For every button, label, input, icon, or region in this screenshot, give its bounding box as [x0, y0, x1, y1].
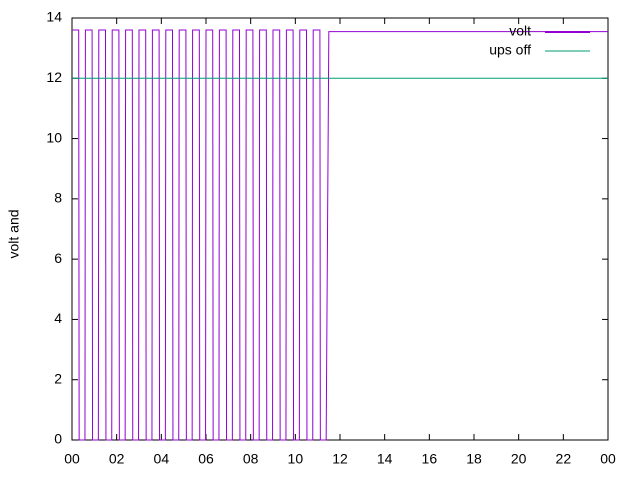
- x-tick-label: 00: [600, 451, 616, 467]
- x-tick-label: 08: [243, 451, 259, 467]
- y-axis-label: volt and: [6, 209, 22, 258]
- x-tick-label: 02: [109, 451, 125, 467]
- x-tick-label: 12: [332, 451, 348, 467]
- y-tick-label: 8: [54, 190, 62, 206]
- series-line: [72, 29, 608, 441]
- x-tick-label: 00: [64, 451, 80, 467]
- y-tick-label: 12: [46, 69, 62, 85]
- x-tick-label: 04: [154, 451, 170, 467]
- x-tick-label: 20: [511, 451, 527, 467]
- y-tick-label: 14: [46, 9, 62, 25]
- x-tick-label: 06: [198, 451, 214, 467]
- x-tick-label: 10: [288, 451, 304, 467]
- y-tick-label: 6: [54, 250, 62, 266]
- y-tick-label: 10: [46, 129, 62, 145]
- y-tick-label: 0: [54, 431, 62, 447]
- y-tick-label: 2: [54, 370, 62, 386]
- x-tick-label: 22: [556, 451, 572, 467]
- x-tick-label: 14: [377, 451, 393, 467]
- legend-label: ups off: [489, 42, 531, 58]
- x-tick-label: 16: [422, 451, 438, 467]
- y-tick-label: 4: [54, 310, 62, 326]
- legend-label: volt: [509, 23, 531, 39]
- plot-border: [71, 17, 609, 441]
- x-tick-label: 18: [466, 451, 482, 467]
